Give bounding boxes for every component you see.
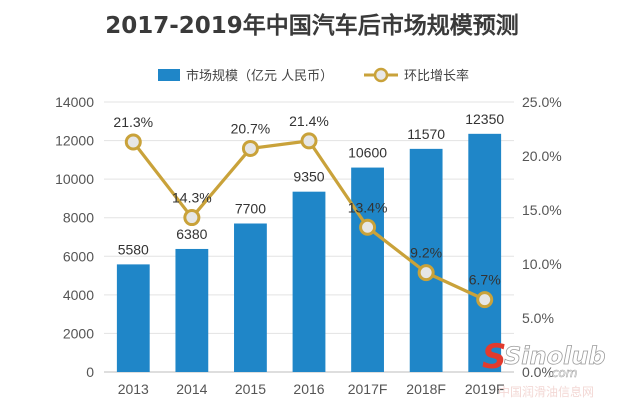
bar (292, 191, 326, 372)
bar-value-label: 10600 (348, 145, 387, 161)
bar-labels: 5580 6380 7700 9350 10600 11570 12350 (118, 111, 505, 258)
left-tick-label: 14000 (55, 94, 94, 110)
x-axis: 2013 2014 2015 2016 2017F 2018F 2019F (118, 381, 505, 397)
left-tick-label: 10000 (55, 171, 94, 187)
svg-text:.com: .com (548, 366, 577, 380)
bar (116, 264, 150, 372)
growth-point-label: 6.7% (469, 272, 501, 288)
right-tick-label: 25.0% (522, 94, 562, 110)
bar (468, 133, 502, 372)
bar-value-label: 5580 (118, 241, 149, 257)
bar (351, 167, 384, 372)
svg-text:S: S (482, 337, 507, 377)
svg-text:Sinolub: Sinolub (504, 342, 606, 370)
left-tick-label: 2000 (63, 325, 94, 341)
bar (234, 223, 267, 372)
growth-point-label: 14.3% (172, 190, 212, 206)
sinolub-logo: S Sinolub .com (482, 337, 606, 380)
legend-label-growth: 环比增长率 (404, 68, 469, 84)
growth-series: 21.3% 14.3% 20.7% 21.4% 13.4% 9.2% 6.7% (113, 113, 501, 309)
growth-point (300, 132, 318, 150)
right-tick-label: 15.0% (522, 202, 562, 218)
chart-title: 2017-2019年中国汽车后市场规模预测 (105, 12, 519, 39)
left-tick-label: 0 (86, 364, 94, 380)
left-tick-label: 4000 (63, 287, 94, 303)
right-tick-label: 5.0% (522, 310, 554, 326)
right-tick-label: 20.0% (522, 148, 562, 164)
x-tick-label: 2016 (293, 381, 324, 397)
left-tick-label: 12000 (55, 133, 94, 149)
bar-series (116, 133, 502, 372)
x-tick-label: 2014 (176, 381, 207, 397)
legend-label-bar: 市场规模（亿元 人民币） (186, 68, 333, 84)
x-tick-label: 2017F (348, 381, 388, 397)
growth-point-label: 9.2% (410, 245, 442, 261)
legend-swatch-bar (158, 69, 180, 81)
growth-point-label: 21.3% (113, 114, 153, 130)
left-tick-label: 8000 (63, 210, 94, 226)
growth-point-label: 20.7% (231, 120, 271, 136)
bar-value-label: 11570 (407, 126, 445, 142)
right-axis: 0.0% 5.0% 10.0% 15.0% 20.0% 25.0% (522, 94, 562, 380)
growth-point-label: 13.4% (348, 199, 388, 215)
legend: 市场规模（亿元 人民币） 环比增长率 (158, 67, 469, 84)
right-tick-label: 0.0% (522, 364, 554, 380)
watermark: S Sinolub .com 中国润滑油信息网 (482, 337, 606, 399)
growth-point (417, 264, 435, 282)
x-tick-label: 2019F (465, 381, 505, 397)
growth-point (124, 133, 142, 151)
x-tick-label: 2018F (406, 381, 446, 397)
growth-point (241, 139, 259, 157)
x-tick-label: 2013 (118, 381, 149, 397)
left-tick-label: 6000 (63, 248, 94, 264)
growth-point (359, 218, 377, 236)
legend-marker-growth (373, 67, 389, 83)
left-axis: 0 2000 4000 6000 8000 10000 12000 14000 (55, 94, 94, 380)
bar-value-label: 9350 (293, 169, 324, 185)
growth-point (476, 291, 494, 309)
site-name-watermark: 中国润滑油信息网 (498, 384, 594, 399)
bar-value-label: 12350 (465, 111, 504, 127)
bar-value-label: 6380 (176, 226, 207, 242)
bar-value-label: 7700 (235, 201, 266, 217)
bar (175, 248, 209, 372)
growth-point (183, 209, 201, 227)
right-tick-label: 10.0% (522, 256, 562, 272)
growth-point-label: 21.4% (289, 113, 329, 129)
x-tick-label: 2015 (235, 381, 266, 397)
bar (409, 148, 443, 372)
